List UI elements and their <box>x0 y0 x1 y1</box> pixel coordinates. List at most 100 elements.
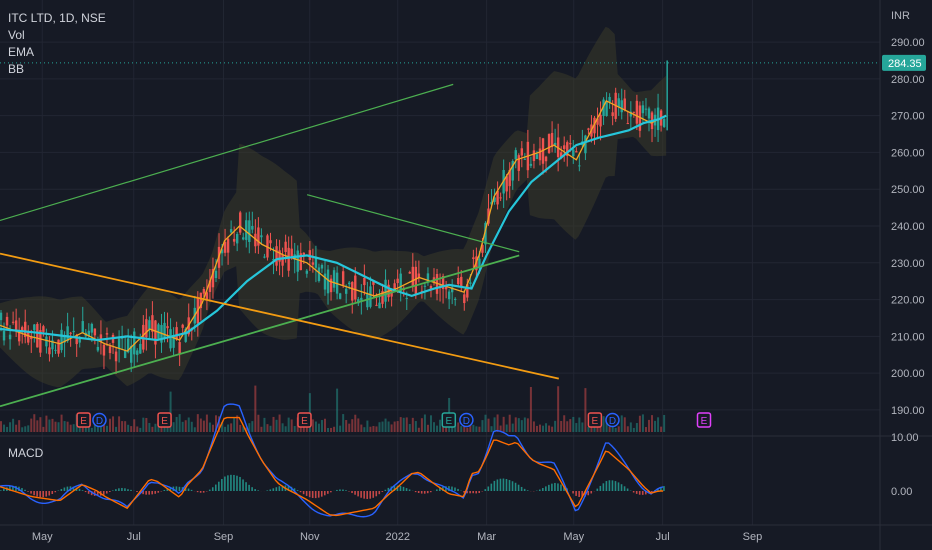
volume-bar <box>420 418 423 432</box>
legend-bb[interactable]: BB <box>8 62 25 76</box>
volume-bar <box>42 426 45 432</box>
bollinger-band <box>0 26 667 388</box>
candle-body <box>2 331 6 341</box>
symbol-title[interactable]: ITC LTD, 1D, NSE <box>8 11 106 25</box>
volume-bar <box>393 421 396 432</box>
candle-body <box>360 297 363 301</box>
macd-histogram-bar <box>305 491 308 496</box>
candle-body <box>99 334 103 342</box>
volume-bar <box>148 422 151 432</box>
candle-body <box>120 337 124 339</box>
volume-bar <box>112 416 115 432</box>
volume-bar <box>51 418 54 432</box>
macd-histogram-bar <box>320 491 323 497</box>
macd-histogram-bar <box>221 478 223 491</box>
macd-histogram-bar <box>102 491 105 495</box>
trend-line <box>0 254 520 408</box>
volume-bar <box>554 420 557 432</box>
candle-body <box>617 98 620 108</box>
candle-body <box>593 117 596 134</box>
macd-histogram-bar <box>587 491 590 496</box>
volume-bar <box>254 385 257 432</box>
macd-legend[interactable]: MACD <box>8 446 44 460</box>
macd-histogram-bar <box>278 486 281 491</box>
macd-histogram-bar <box>187 488 190 491</box>
candle-body <box>460 276 463 287</box>
candle-body <box>257 227 260 246</box>
volume-bar <box>127 424 130 432</box>
candle-body <box>54 349 57 351</box>
volume-bar <box>196 414 199 432</box>
candle-body <box>235 233 239 244</box>
candle-body <box>11 321 15 323</box>
macd-histogram-bar <box>66 486 69 491</box>
macd-histogram-bar <box>112 490 114 491</box>
candle-body <box>444 286 448 290</box>
volume-bars <box>0 385 666 432</box>
volume-bar <box>109 418 112 432</box>
candle-body <box>151 315 154 332</box>
volume-bar <box>199 418 202 432</box>
candle-body <box>248 220 251 242</box>
candle-body <box>566 142 569 156</box>
marker-label: E <box>445 416 452 427</box>
legend-ema[interactable]: EMA <box>8 45 35 59</box>
volume-bar <box>317 423 320 432</box>
volume-bar <box>224 426 227 432</box>
volume-bar <box>345 420 348 432</box>
time-tick-label: Sep <box>214 531 234 543</box>
macd-histogram-bar <box>157 491 160 493</box>
candle-body <box>378 302 381 309</box>
price-tick-label: 270.00 <box>891 111 925 123</box>
volume-bar <box>451 424 454 432</box>
volume-bar <box>517 418 520 432</box>
candle-body <box>0 312 3 321</box>
candle-body <box>372 281 375 285</box>
candle-body <box>602 99 605 117</box>
candle-body <box>662 119 666 127</box>
volume-bar <box>560 420 563 432</box>
volume-bar <box>390 424 393 432</box>
macd-histogram-bar <box>214 484 217 491</box>
candle-body <box>93 328 97 336</box>
macd-histogram-bar <box>169 487 172 491</box>
macd-histogram-bar <box>345 490 347 491</box>
last-price-label: 284.35 <box>888 58 922 70</box>
volume-bar <box>472 424 475 432</box>
macd-histogram-bar <box>30 491 32 494</box>
volume-bar <box>163 426 166 432</box>
trend-lines <box>0 83 559 408</box>
macd-histogram-bar <box>426 491 429 494</box>
trend-line <box>0 252 559 380</box>
macd-histogram-bar <box>115 489 117 491</box>
volume-bar <box>342 414 345 432</box>
volume-bar <box>651 415 654 432</box>
marker-label: E <box>80 416 87 427</box>
macd-histogram-bar <box>557 483 559 491</box>
volume-bar <box>505 424 508 432</box>
macd-histogram-bar <box>487 486 490 491</box>
volume-bar <box>15 424 18 432</box>
macd-histogram-bar <box>575 491 577 496</box>
volume-bar <box>644 427 647 432</box>
macd-histogram-bar <box>48 491 51 496</box>
volume-bar <box>93 421 96 432</box>
candle-body <box>466 284 469 298</box>
volume-bar <box>626 426 629 432</box>
dividend-marker <box>605 412 620 428</box>
volume-bar <box>260 426 263 432</box>
volume-bar <box>508 414 511 432</box>
volume-bar <box>366 420 369 432</box>
candle-body <box>547 134 551 153</box>
candle-body <box>242 237 245 240</box>
macd-histogram-bar <box>378 491 381 495</box>
macd-histogram-bar <box>454 487 456 491</box>
volume-bar <box>136 426 139 432</box>
candle-body <box>629 111 633 117</box>
legend-vol[interactable]: Vol <box>8 28 25 42</box>
candle-body <box>508 169 511 187</box>
volume-bar <box>48 419 51 432</box>
price-tick-label: 240.00 <box>891 221 925 233</box>
macd-histogram-bar <box>493 480 496 491</box>
